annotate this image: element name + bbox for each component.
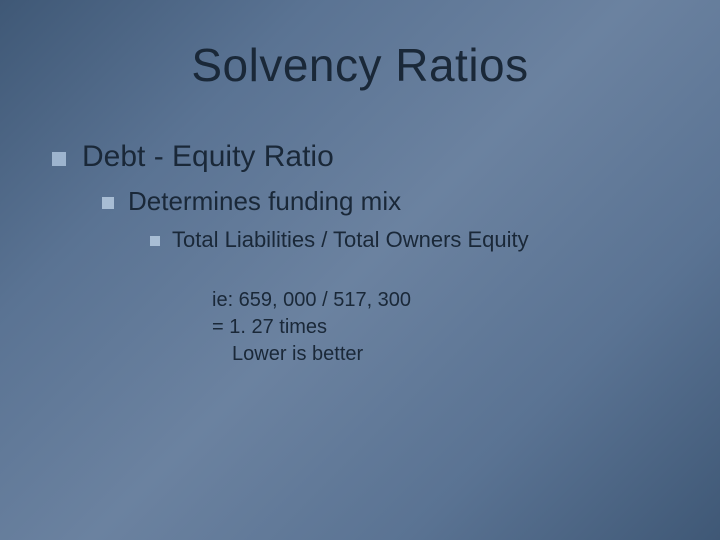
example-block: ie: 659, 000 / 517, 300 = 1. 27 times Lo…	[212, 287, 720, 368]
example-line-2: = 1. 27 times	[212, 314, 720, 341]
example-line-1: ie: 659, 000 / 517, 300	[212, 287, 720, 314]
bullet-level2: Determines funding mix	[128, 186, 720, 217]
bullet-level3: Total Liabilities / Total Owners Equity	[172, 227, 720, 253]
slide: Solvency Ratios Debt - Equity Ratio Dete…	[0, 0, 720, 540]
example-line-3: Lower is better	[232, 341, 720, 368]
slide-title: Solvency Ratios	[0, 0, 720, 122]
bullet-level1: Debt - Equity Ratio	[82, 140, 720, 174]
